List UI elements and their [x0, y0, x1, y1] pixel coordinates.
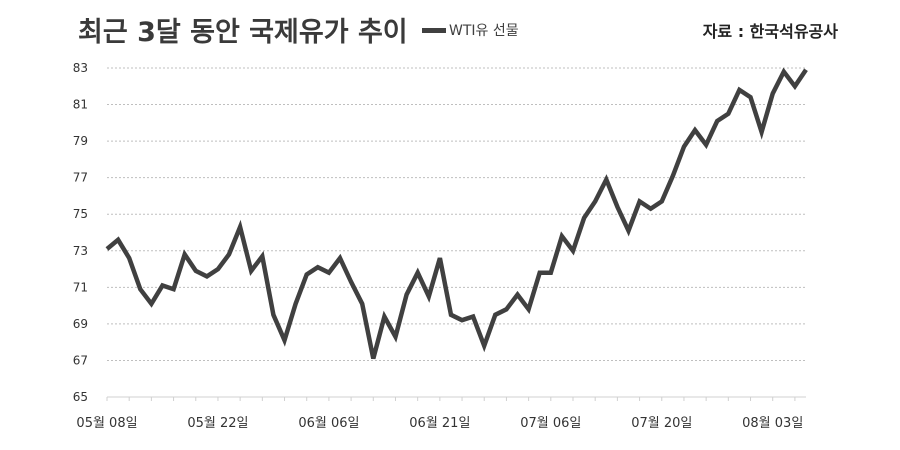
y-tick-label: 81 [73, 98, 88, 112]
y-tick-label: 65 [73, 390, 88, 404]
data-point [727, 112, 730, 115]
data-point [560, 235, 563, 238]
x-tick-label: 07월 06일 [520, 416, 581, 431]
data-point [250, 269, 253, 272]
data-point [216, 268, 219, 271]
y-tick-label: 75 [73, 207, 88, 221]
x-tick-label: 05월 22일 [187, 416, 248, 431]
legend: WTI유 선물 [422, 20, 519, 40]
data-point [549, 271, 552, 274]
data-point [183, 253, 186, 256]
y-tick-label: 67 [73, 353, 88, 367]
data-point [372, 357, 375, 360]
data-point [172, 288, 175, 291]
data-point [205, 275, 208, 278]
y-tick-label: 73 [73, 244, 88, 258]
data-point [605, 178, 608, 181]
legend-label: WTI유 선물 [449, 23, 519, 39]
y-tick-label: 83 [73, 61, 88, 75]
data-point [583, 216, 586, 219]
data-point [805, 68, 808, 71]
data-point [694, 129, 697, 132]
data-point [505, 308, 508, 311]
data-point [161, 284, 164, 287]
chart-title: 최근 3달 동안 국제유가 추이 [78, 17, 408, 48]
y-tick-label: 71 [73, 280, 88, 294]
data-point [327, 271, 330, 274]
data-point [283, 339, 286, 342]
data-point [771, 92, 774, 95]
data-point [383, 315, 386, 318]
x-tick-label: 06월 21일 [409, 416, 470, 431]
data-point [194, 269, 197, 272]
data-point [738, 88, 741, 91]
legend-line-swatch [422, 27, 446, 33]
data-point [394, 335, 397, 338]
data-point [350, 280, 353, 283]
data-point [416, 271, 419, 274]
data-point [239, 226, 242, 229]
data-point [117, 238, 120, 241]
data-point [527, 308, 530, 311]
data-point [627, 229, 630, 232]
data-point [782, 70, 785, 73]
data-point [261, 255, 264, 258]
data-point [649, 207, 652, 210]
data-point [516, 293, 519, 296]
data-point [760, 130, 763, 133]
data-point [572, 249, 575, 252]
data-point [272, 313, 275, 316]
x-tick-label: 07월 20일 [631, 416, 692, 431]
data-point [139, 288, 142, 291]
data-point [483, 344, 486, 347]
data-point [339, 257, 342, 260]
data-point [749, 96, 752, 99]
data-point [316, 266, 319, 269]
x-tick-label: 06월 06일 [298, 416, 359, 431]
data-point [294, 302, 297, 305]
data-point [616, 205, 619, 208]
y-tick-label: 77 [73, 171, 88, 185]
data-point [638, 200, 641, 203]
series-line-wti [105, 67, 808, 360]
source-note: 자료 : 한국석유공사 [702, 22, 838, 41]
data-point [128, 257, 131, 260]
data-point [405, 293, 408, 296]
data-point [106, 247, 109, 250]
data-point [449, 313, 452, 316]
data-point [671, 174, 674, 177]
data-point [538, 271, 541, 274]
data-point [494, 313, 497, 316]
data-point [793, 85, 796, 88]
data-point [150, 302, 153, 305]
y-tick-label: 79 [73, 134, 88, 148]
data-point [305, 273, 308, 276]
data-point [472, 315, 475, 318]
y-tick-label: 69 [73, 317, 88, 331]
data-point [660, 200, 663, 203]
data-point [427, 295, 430, 298]
data-point [438, 257, 441, 260]
data-point [682, 145, 685, 148]
data-point [361, 302, 364, 305]
data-point [461, 319, 464, 322]
data-point [228, 253, 231, 256]
x-tick-label: 05월 08일 [76, 416, 137, 431]
data-point [705, 143, 708, 146]
x-tick-label: 08월 03일 [742, 416, 803, 431]
data-point [594, 200, 597, 203]
data-point [716, 120, 719, 123]
